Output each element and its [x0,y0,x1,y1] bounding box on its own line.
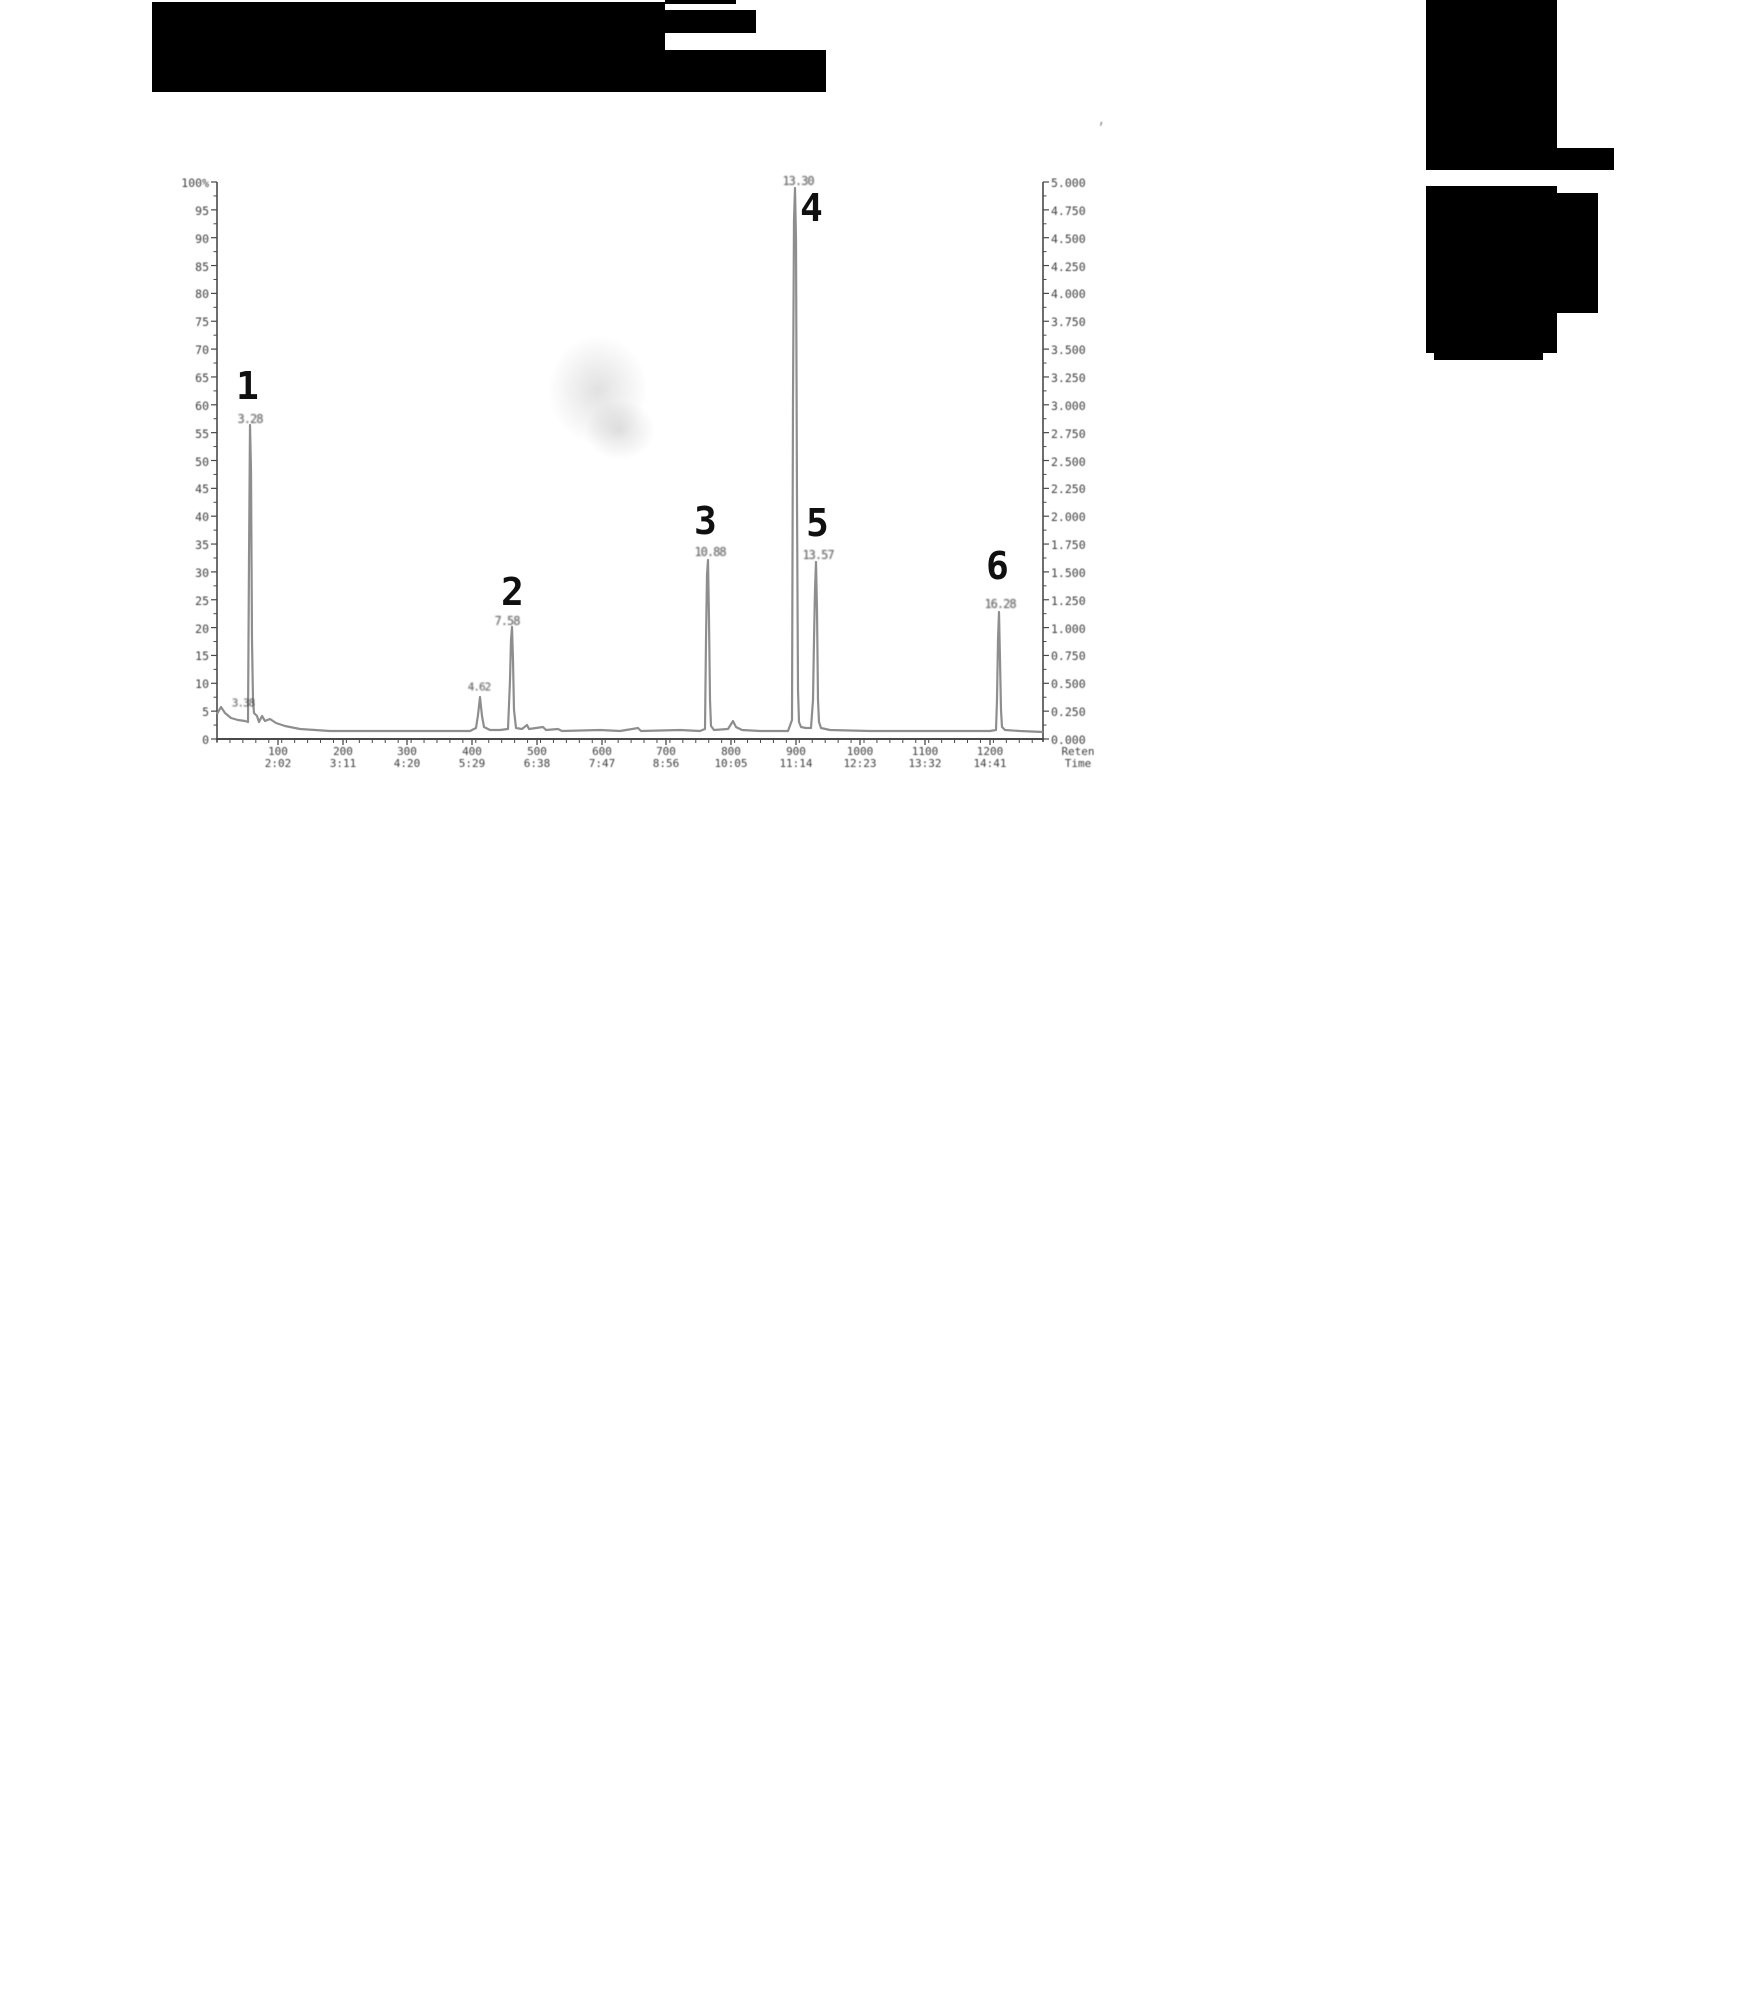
scan-smudge-artifact [585,400,655,460]
x-axis-time-label: 4:20 [394,758,421,770]
y-axis-left-tick-label: 20 [195,622,209,636]
peak-number-label: 6 [986,544,1008,588]
y-axis-right-tick-label: 2.500 [1051,455,1086,469]
y-axis-right-tick-label: 1.750 [1051,538,1086,552]
y-axis-right-tick-label: 3.500 [1051,343,1086,357]
x-axis-time-label: 7:47 [589,758,616,770]
peak-retention-label: 13.30 [782,174,813,188]
x-axis-scan-time-label: 80010:05 [714,746,747,770]
y-axis-left-tick-label: 5 [202,705,209,719]
y-axis-right-tick-label: 0.500 [1051,677,1086,691]
y-axis-left-tick-label: 50 [195,455,209,469]
y-axis-right-tick-label: 2.750 [1051,427,1086,441]
y-axis-left-tick-label: 95 [195,204,209,218]
y-axis-right-tick-label: 0.250 [1051,705,1086,719]
y-axis-left-tick-label: 60 [195,399,209,413]
y-axis-left-tick-label: 100% [181,176,209,190]
y-axis-left-tick-label: 65 [195,371,209,385]
x-axis-scan-time-label: 4005:29 [459,746,486,770]
y-axis-right-tick-label: 1.000 [1051,622,1086,636]
x-axis-scan-time-label: 6007:47 [589,746,616,770]
x-axis-time-label: 11:14 [779,758,812,770]
y-axis-left-tick-label: 0 [202,733,209,747]
x-axis-time-label: 12:23 [843,758,876,770]
peak-retention-label: 10.88 [694,545,725,559]
peak-number-label: 4 [800,186,822,230]
peak-retention-label: 13.57 [802,548,833,562]
y-axis-right-tick-label: 3.000 [1051,399,1086,413]
y-axis-left-tick-label: 55 [195,427,209,441]
x-axis-time-label: 13:32 [908,758,941,770]
peak-retention-label: 16.28 [984,597,1015,611]
x-axis-scan-time-label: 1002:02 [265,746,292,770]
x-axis-time-label: 5:29 [459,758,486,770]
minor-peak-retention-label: 4.62 [468,681,491,694]
y-axis-right-tick-label: 4.750 [1051,204,1086,218]
y-axis-right-tick-label: 3.750 [1051,315,1086,329]
peak-number-label: 5 [806,501,828,545]
y-axis-left-tick-label: 15 [195,649,209,663]
x-axis-caption-line: Time [1061,758,1094,770]
peak-retention-label: 3.28 [238,412,263,426]
y-axis-left-tick-label: 35 [195,538,209,552]
y-axis-left-tick-label: 45 [195,482,209,496]
y-axis-right-tick-label: 4.250 [1051,260,1086,274]
y-axis-left-tick-label: 30 [195,566,209,580]
x-axis-time-label: 6:38 [524,758,551,770]
y-axis-right-tick-label: 4.500 [1051,232,1086,246]
x-axis-scan-time-label: 5006:38 [524,746,551,770]
y-axis-right-tick-label: 1.250 [1051,594,1086,608]
scanned-chromatogram-page: 100%959085807570656055504540353025201510… [0,0,1750,2000]
x-axis-caption: RetenTime [1061,746,1094,770]
y-axis-right-tick-label: 0.750 [1051,649,1086,663]
x-axis-time-label: 14:41 [973,758,1006,770]
y-axis-left-tick-label: 75 [195,315,209,329]
y-axis-right-tick-label: 2.000 [1051,510,1086,524]
peak-retention-label: 7.58 [495,614,520,628]
chromatogram-trace [217,188,1043,732]
y-axis-right-tick-label: 2.250 [1051,482,1086,496]
minor-peak-retention-label: 3.38 [232,697,255,710]
x-axis-scan-time-label: 90011:14 [779,746,812,770]
peak-number-label: 3 [694,499,716,543]
scan-artifact-mark: ’ [1097,121,1105,136]
x-axis-scan-time-label: 110013:32 [908,746,941,770]
x-axis-time-label: 8:56 [653,758,680,770]
y-axis-right-tick-label: 3.250 [1051,371,1086,385]
x-axis-time-label: 2:02 [265,758,292,770]
y-axis-left-tick-label: 40 [195,510,209,524]
x-axis-scan-time-label: 7008:56 [653,746,680,770]
peak-number-label: 1 [236,364,258,408]
peak-number-label: 2 [501,570,523,614]
x-axis-scan-time-label: 2003:11 [330,746,357,770]
x-axis-scan-time-label: 100012:23 [843,746,876,770]
y-axis-right-tick-label: 4.000 [1051,287,1086,301]
y-axis-left-tick-label: 10 [195,677,209,691]
chromatogram-plot [0,0,1750,2000]
y-axis-left-tick-label: 85 [195,260,209,274]
y-axis-right-tick-label: 5.000 [1051,176,1086,190]
y-axis-left-tick-label: 90 [195,232,209,246]
y-axis-right-tick-label: 1.500 [1051,566,1086,580]
x-axis-scan-time-label: 120014:41 [973,746,1006,770]
x-axis-time-label: 3:11 [330,758,357,770]
x-axis-scan-time-label: 3004:20 [394,746,421,770]
y-axis-left-tick-label: 70 [195,343,209,357]
x-axis-time-label: 10:05 [714,758,747,770]
y-axis-left-tick-label: 80 [195,287,209,301]
y-axis-left-tick-label: 25 [195,594,209,608]
